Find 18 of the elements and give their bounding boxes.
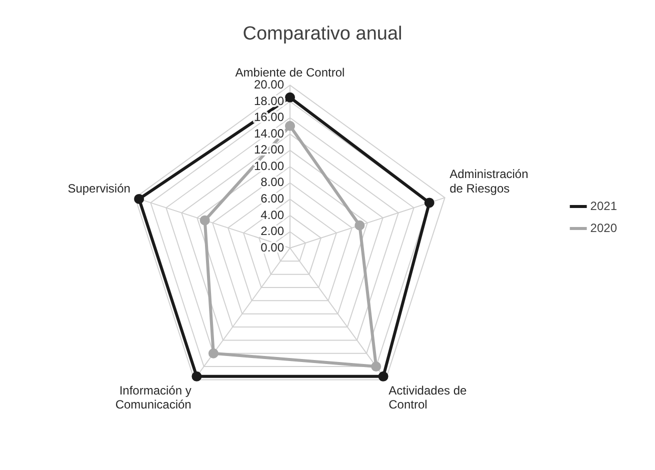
spoke-label: Actividades de Control — [388, 383, 468, 412]
y-tick-label: 20.00 — [254, 78, 284, 92]
y-tick-label: 2.00 — [260, 224, 284, 238]
spoke-label: Administración de Riesgos — [450, 166, 528, 196]
y-tick-label: 4.00 — [260, 208, 284, 222]
y-tick-label: 0.00 — [260, 240, 284, 254]
legend-label: 2021 — [590, 198, 618, 213]
y-tick-label: 18.00 — [254, 94, 284, 108]
y-tick-label: 8.00 — [260, 175, 284, 190]
legend-label: 2020 — [590, 220, 618, 235]
y-tick-label: 12.00 — [254, 142, 284, 157]
spoke-label: Ambiente de Control — [235, 65, 345, 80]
y-tick-label: 14.00 — [254, 126, 284, 140]
chart-title: Comparativo anual — [242, 24, 402, 45]
spoke-label: Supervisión — [68, 181, 130, 196]
y-tick-label: 6.00 — [260, 191, 284, 206]
y-tick-label: 10.00 — [254, 158, 284, 173]
spoke-label: Información y Comunicación — [115, 383, 192, 412]
